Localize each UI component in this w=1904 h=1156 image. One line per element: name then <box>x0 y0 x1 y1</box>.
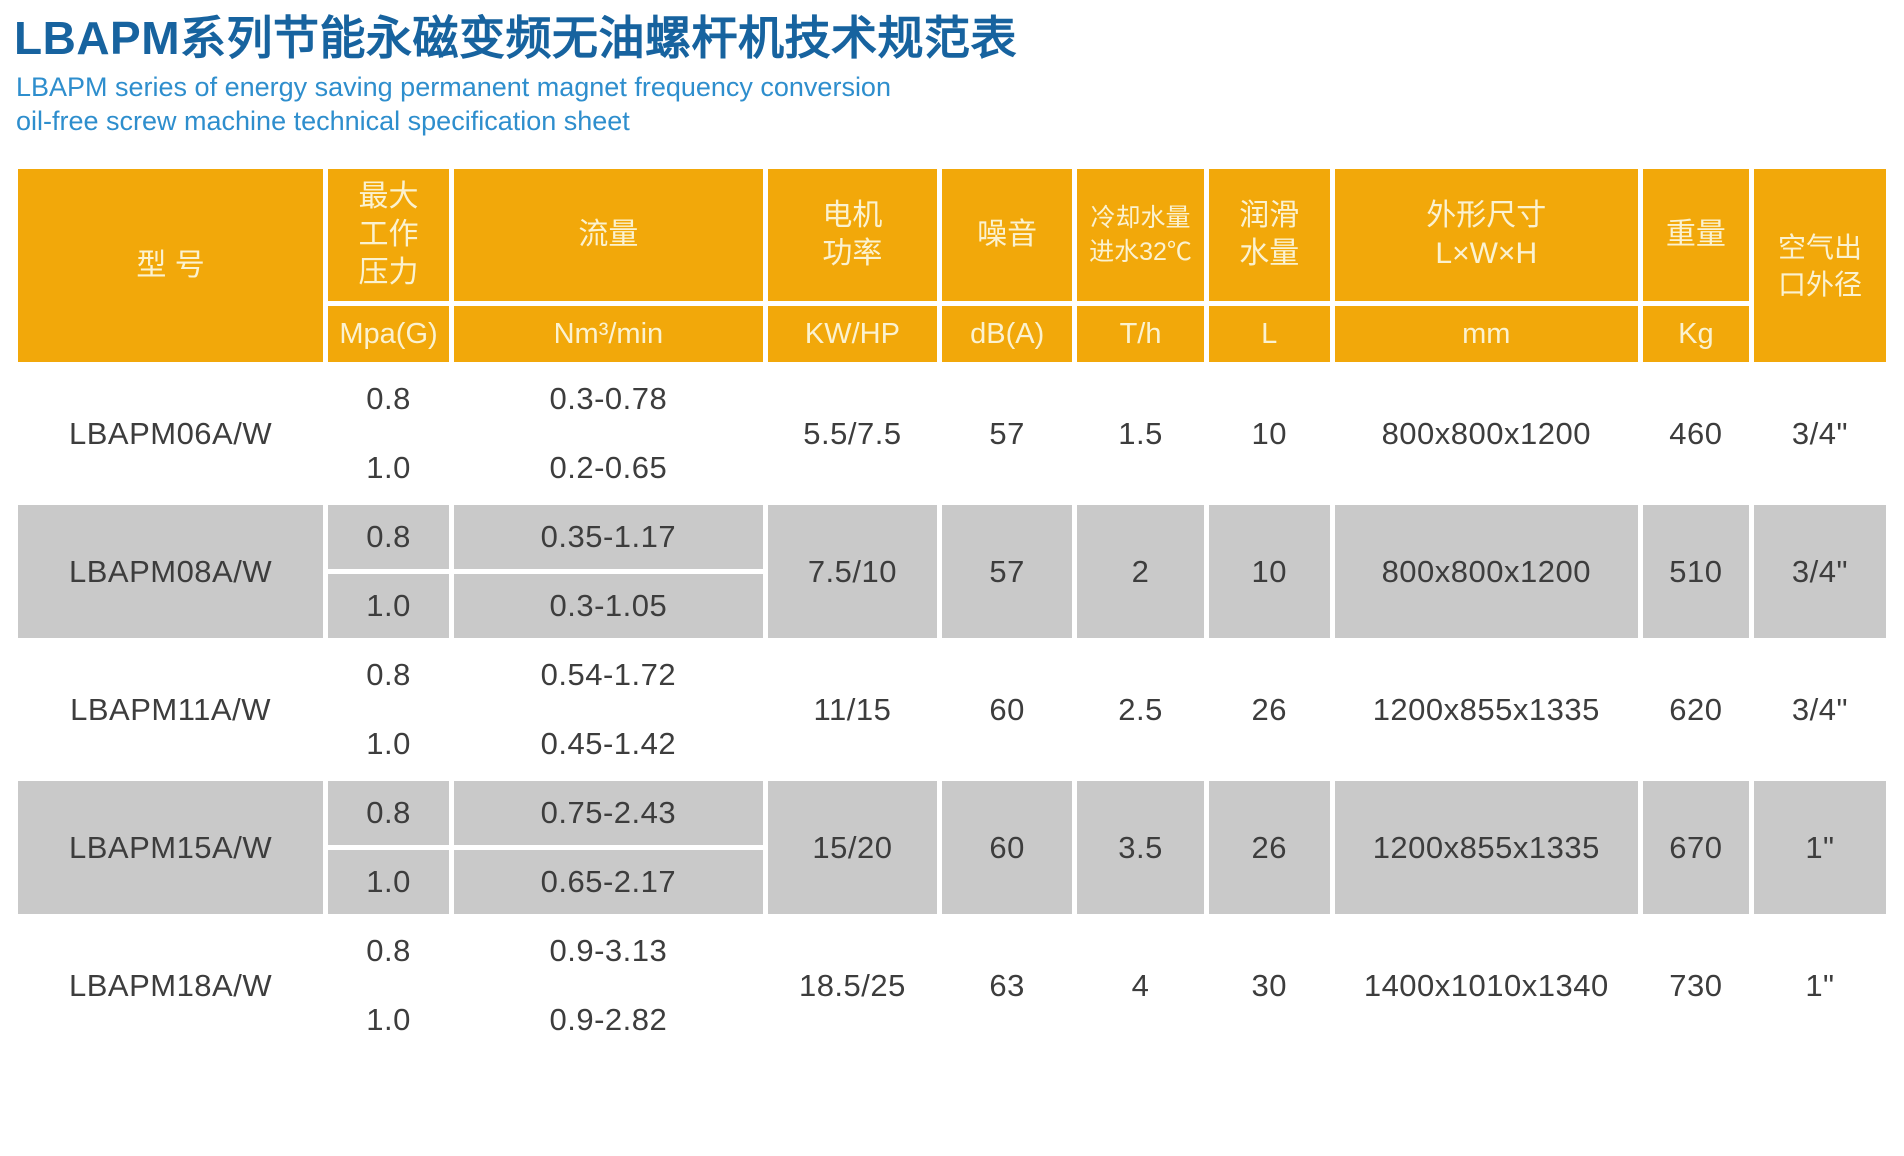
cell-flow: 0.65-2.17 <box>453 850 763 914</box>
cell-model: LBAPM18A/W <box>18 919 324 1052</box>
col-header-lube: 润滑 水量 <box>1208 169 1330 301</box>
cell-lube: 26 <box>1208 643 1330 776</box>
cell-weight: 670 <box>1642 781 1749 914</box>
cell-flow: 0.2-0.65 <box>453 436 763 500</box>
cell-flow: 0.54-1.72 <box>453 643 763 707</box>
cell-model: LBAPM15A/W <box>18 781 324 914</box>
table-row: LBAPM18A/W 0.8 0.9-3.13 18.5/25 63 4 30 … <box>18 919 1886 1052</box>
cell-flow: 0.9-2.82 <box>453 988 763 1052</box>
table-row: 1.0 0.3-1.05 <box>18 574 1886 638</box>
page-subtitle: LBAPM series of energy saving permanent … <box>16 72 891 136</box>
cell-weight: 460 <box>1642 367 1749 500</box>
cell-flow: 0.45-1.42 <box>453 712 763 776</box>
cell-flow: 0.3-0.78 <box>453 367 763 431</box>
cell-power: 18.5/25 <box>767 919 938 1052</box>
cell-cooling: 1.5 <box>1077 367 1204 500</box>
cell-noise: 57 <box>942 505 1073 638</box>
cell-lube: 10 <box>1208 367 1330 500</box>
cell-noise: 63 <box>942 919 1073 1052</box>
cell-model: LBAPM08A/W <box>18 505 324 638</box>
table-row: LBAPM11A/W 0.8 0.54-1.72 11/15 60 2.5 26… <box>18 643 1886 776</box>
cell-power: 15/20 <box>767 781 938 914</box>
table-row: LBAPM08A/W 0.8 0.35-1.17 7.5/10 57 2 10 … <box>18 505 1886 638</box>
cell-cooling: 2.5 <box>1077 643 1204 776</box>
col-header-model: 型 号 <box>18 169 324 362</box>
cell-noise: 60 <box>942 781 1073 914</box>
unit-flow: Nm³/min <box>453 306 763 362</box>
unit-pressure: Mpa(G) <box>328 306 449 362</box>
cell-lube: 26 <box>1208 781 1330 914</box>
col-header-dims: 外形尺寸 L×W×H <box>1334 169 1638 301</box>
table-row: LBAPM06A/W 0.8 0.3-0.78 5.5/7.5 57 1.5 1… <box>18 367 1886 500</box>
cell-pressure: 1.0 <box>328 574 449 638</box>
table-row: LBAPM15A/W 0.8 0.75-2.43 15/20 60 3.5 26… <box>18 781 1886 914</box>
cell-outlet: 1" <box>1753 919 1886 1052</box>
col-header-flow: 流量 <box>453 169 763 301</box>
cell-pressure: 1.0 <box>328 850 449 914</box>
page-header: LBAPM系列节能永磁变频无油螺杆机技术规范表 LBAPM series of … <box>0 0 1904 138</box>
cell-flow: 0.9-3.13 <box>453 919 763 983</box>
cell-outlet: 1" <box>1753 781 1886 914</box>
cell-power: 5.5/7.5 <box>767 367 938 500</box>
col-header-pressure: 最大 工作 压力 <box>328 169 449 301</box>
cell-pressure: 0.8 <box>328 919 449 983</box>
cell-dims: 800x800x1200 <box>1334 367 1638 500</box>
unit-cooling: T/h <box>1077 306 1204 362</box>
col-header-outlet: 空气出 口外径 <box>1753 169 1886 362</box>
cell-lube: 10 <box>1208 505 1330 638</box>
col-header-power: 电机 功率 <box>767 169 938 301</box>
unit-lube: L <box>1208 306 1330 362</box>
table-row: 1.0 0.9-2.82 <box>18 988 1886 1052</box>
cell-dims: 1200x855x1335 <box>1334 643 1638 776</box>
cell-model: LBAPM11A/W <box>18 643 324 776</box>
cell-weight: 620 <box>1642 643 1749 776</box>
table-row: 1.0 0.2-0.65 <box>18 436 1886 500</box>
cell-cooling: 2 <box>1077 505 1204 638</box>
cell-cooling: 3.5 <box>1077 781 1204 914</box>
unit-dims: mm <box>1334 306 1638 362</box>
cell-outlet: 3/4" <box>1753 505 1886 638</box>
cell-dims: 1400x1010x1340 <box>1334 919 1638 1052</box>
page-title: LBAPM系列节能永磁变频无油螺杆机技术规范表 <box>14 12 1018 64</box>
cell-flow: 0.3-1.05 <box>453 574 763 638</box>
cell-pressure: 0.8 <box>328 643 449 707</box>
cell-lube: 30 <box>1208 919 1330 1052</box>
unit-noise: dB(A) <box>942 306 1073 362</box>
cell-pressure: 0.8 <box>328 505 449 569</box>
unit-power: KW/HP <box>767 306 938 362</box>
cell-pressure: 0.8 <box>328 781 449 845</box>
cell-flow: 0.35-1.17 <box>453 505 763 569</box>
cell-pressure: 0.8 <box>328 367 449 431</box>
table-row: 1.0 0.45-1.42 <box>18 712 1886 776</box>
cell-outlet: 3/4" <box>1753 643 1886 776</box>
cell-power: 11/15 <box>767 643 938 776</box>
cell-weight: 510 <box>1642 505 1749 638</box>
col-header-weight: 重量 <box>1642 169 1749 301</box>
cell-power: 7.5/10 <box>767 505 938 638</box>
cell-noise: 57 <box>942 367 1073 500</box>
cell-flow: 0.75-2.43 <box>453 781 763 845</box>
cell-pressure: 1.0 <box>328 988 449 1052</box>
cell-cooling: 4 <box>1077 919 1204 1052</box>
cell-pressure: 1.0 <box>328 436 449 500</box>
col-header-noise: 噪音 <box>942 169 1073 301</box>
cell-noise: 60 <box>942 643 1073 776</box>
cell-pressure: 1.0 <box>328 712 449 776</box>
cell-dims: 1200x855x1335 <box>1334 781 1638 914</box>
cell-outlet: 3/4" <box>1753 367 1886 500</box>
spec-table: 型 号 最大 工作 压力 流量 电机 功率 噪音 冷却水量 进水32℃ 润滑 水… <box>13 164 1891 1057</box>
cell-model: LBAPM06A/W <box>18 367 324 500</box>
unit-weight: Kg <box>1642 306 1749 362</box>
col-header-cooling: 冷却水量 进水32℃ <box>1077 169 1204 301</box>
table-row: 1.0 0.65-2.17 <box>18 850 1886 914</box>
cell-dims: 800x800x1200 <box>1334 505 1638 638</box>
cell-weight: 730 <box>1642 919 1749 1052</box>
